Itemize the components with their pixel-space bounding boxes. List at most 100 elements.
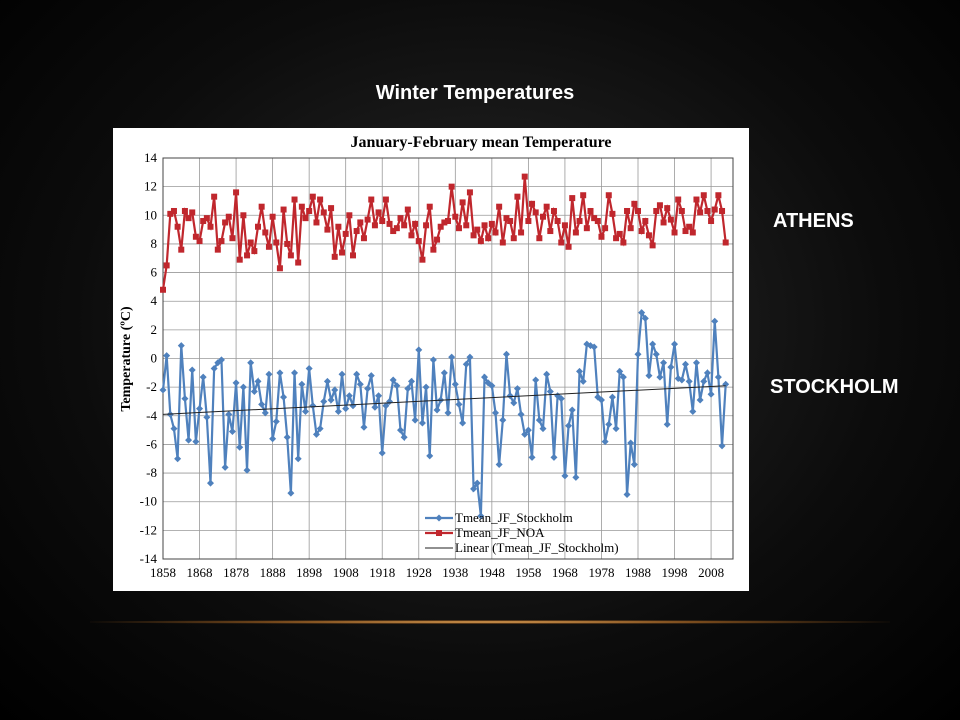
- data-point: [565, 422, 573, 430]
- x-tick-label: 1938: [442, 565, 468, 580]
- data-point: [418, 419, 426, 427]
- data-point: [393, 225, 400, 232]
- data-point: [302, 215, 309, 222]
- athens-label: ATHENS: [773, 210, 854, 232]
- data-point: [663, 420, 671, 428]
- data-point: [178, 246, 185, 253]
- data-point: [389, 376, 397, 384]
- data-point: [535, 416, 543, 424]
- data-point: [229, 235, 236, 242]
- x-tick-label: 1858: [150, 565, 176, 580]
- data-point: [247, 239, 254, 246]
- data-point: [306, 207, 313, 214]
- data-point: [495, 460, 503, 468]
- data-point: [429, 356, 437, 364]
- data-point: [678, 207, 685, 214]
- data-point: [353, 370, 361, 378]
- data-point: [419, 256, 426, 263]
- data-point: [525, 218, 532, 225]
- data-point: [693, 196, 700, 203]
- data-point: [404, 206, 411, 213]
- data-point: [298, 380, 306, 388]
- data-point: [312, 430, 320, 438]
- data-point: [631, 200, 638, 207]
- data-point: [375, 392, 383, 400]
- x-tick-label: 1968: [552, 565, 578, 580]
- data-point: [645, 232, 652, 239]
- stockholm-label: STOCKHOLM: [770, 376, 899, 398]
- data-point: [309, 402, 317, 410]
- data-point: [382, 402, 390, 410]
- data-point: [704, 207, 711, 214]
- data-point: [722, 239, 729, 246]
- data-point: [462, 360, 470, 368]
- data-point: [685, 377, 693, 385]
- data-point: [371, 222, 378, 229]
- data-point: [261, 409, 269, 417]
- data-point: [601, 438, 609, 446]
- data-point: [579, 377, 587, 385]
- data-point: [422, 383, 430, 391]
- data-point: [492, 409, 499, 417]
- data-point: [565, 243, 572, 250]
- data-point: [411, 416, 419, 424]
- legend-label: Tmean_JF_NOA: [455, 525, 545, 540]
- data-point: [488, 382, 496, 390]
- data-point: [283, 433, 291, 441]
- data-point: [649, 340, 657, 348]
- data-point: [524, 426, 532, 434]
- data-point: [258, 400, 266, 408]
- data-point: [499, 416, 507, 424]
- data-point: [313, 219, 320, 226]
- data-point: [499, 239, 506, 246]
- data-point: [433, 406, 441, 414]
- data-point: [605, 420, 613, 428]
- data-point: [554, 218, 561, 225]
- data-point: [196, 405, 204, 413]
- data-point: [590, 343, 598, 351]
- data-point: [613, 235, 620, 242]
- data-point: [298, 203, 305, 210]
- data-point: [678, 376, 686, 384]
- data-point: [334, 407, 342, 415]
- data-point: [528, 453, 536, 461]
- x-tick-label: 2008: [698, 565, 724, 580]
- data-point: [576, 218, 583, 225]
- data-point: [269, 213, 276, 220]
- data-point: [371, 403, 379, 411]
- slide-title: Winter Temperatures: [375, 82, 575, 104]
- data-point: [635, 207, 641, 214]
- data-point: [357, 219, 364, 226]
- data-point: [335, 223, 342, 230]
- data-point: [719, 207, 726, 214]
- data-point: [331, 386, 339, 394]
- data-point: [342, 405, 350, 413]
- data-point: [543, 203, 550, 210]
- data-point: [619, 373, 627, 381]
- data-point: [367, 372, 375, 380]
- data-point: [397, 215, 404, 222]
- data-point: [225, 410, 233, 418]
- data-point: [444, 409, 452, 417]
- x-tick-label: 1958: [515, 565, 541, 580]
- data-point: [364, 216, 371, 223]
- data-point: [521, 430, 529, 438]
- y-tick-label: -10: [140, 494, 157, 509]
- data-point: [390, 228, 397, 235]
- data-point: [280, 393, 288, 401]
- data-point: [616, 367, 624, 375]
- data-point: [316, 425, 324, 433]
- y-tick-label: 14: [144, 150, 158, 165]
- y-tick-label: -6: [146, 436, 157, 451]
- data-point: [459, 419, 467, 427]
- data-point: [163, 262, 170, 269]
- data-point: [707, 390, 715, 398]
- data-point: [192, 438, 200, 446]
- data-point: [630, 460, 638, 468]
- data-point: [188, 366, 196, 374]
- data-point: [295, 259, 302, 266]
- data-point: [634, 350, 642, 358]
- data-point: [309, 193, 316, 200]
- data-point: [481, 373, 489, 381]
